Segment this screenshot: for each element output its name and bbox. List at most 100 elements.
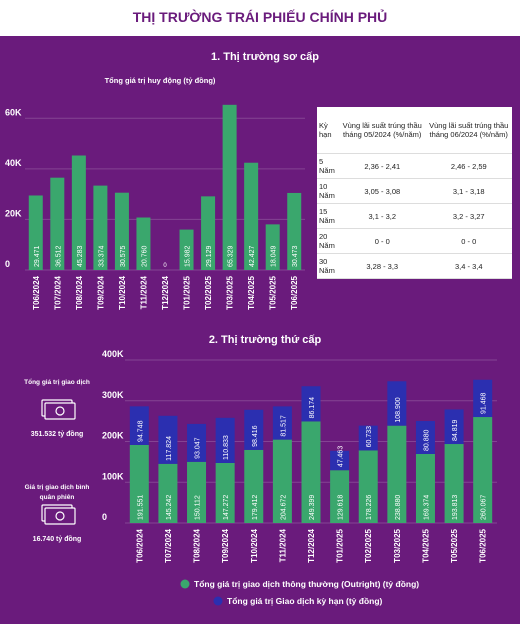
x-tick-label: T11/2024 (139, 275, 148, 309)
value-label: 179.412 (252, 495, 259, 520)
bar-segment (187, 423, 207, 462)
x-tick-label: T10/2024 (250, 528, 259, 562)
x-tick-label: T07/2024 (164, 528, 173, 562)
money-icon (41, 399, 76, 525)
table-cell: 2,36 - 2,41 (339, 153, 426, 179)
x-tick-label: T07/2024 (53, 275, 62, 309)
title-bar (0, 0, 520, 36)
value-label: 86.174 (309, 397, 316, 419)
value-label: 84.819 (452, 420, 459, 442)
value-label: 238.880 (395, 495, 402, 520)
legend-label: Tổng giá trị Giao dịch kỳ hạn (tỷ đồng) (227, 596, 383, 606)
x-tick-label: T05/2025 (269, 275, 278, 309)
section-title: 2. Thị trường thứ cấp (209, 334, 322, 346)
table-cell: 20 Năm (317, 228, 339, 254)
value-label: 108.900 (395, 397, 402, 422)
x-tick-label: T01/2025 (183, 275, 192, 309)
x-tick-label: T12/2024 (161, 275, 170, 309)
y-tick-label: 60K (5, 107, 22, 117)
value-label: 29.471 (34, 245, 41, 267)
value-label: 81.517 (280, 415, 287, 437)
table-row: 5 Năm 2,36 - 2,41 2,46 - 2,59 (317, 153, 512, 179)
bar (114, 192, 129, 270)
bar (179, 229, 194, 270)
value-label: 94.748 (137, 420, 144, 442)
bar (222, 104, 237, 270)
value-label: 117.824 (166, 436, 173, 461)
y-tick-label: 300K (102, 390, 124, 400)
bar-segment (387, 381, 407, 426)
bar (50, 177, 65, 270)
value-label: 249.399 (309, 495, 316, 520)
bar-segment (158, 415, 178, 464)
x-tick-label: T06/2025 (290, 275, 299, 309)
table-cell: Kỳ hạn (317, 107, 339, 154)
table-cell: 3,1 - 3,18 (425, 178, 512, 204)
bar-segment (330, 450, 350, 471)
value-label: 80.880 (423, 429, 430, 451)
y-tick-label: 400K (102, 349, 124, 359)
x-tick-label: T03/2025 (393, 528, 402, 562)
table-row: Kỳ hạn Vùng lãi suất trúng thầu tháng 05/… (317, 107, 512, 154)
value-label: 20.760 (141, 245, 148, 267)
x-tick-label: T08/2024 (193, 528, 202, 562)
legend-label: Tổng giá trị giao dịch thông thường (Out… (194, 579, 419, 589)
table-cell: 3,05 - 3,08 (339, 178, 426, 204)
value-label: 36.512 (55, 245, 62, 267)
y-tick-label: 200K (102, 431, 124, 441)
table-cell: 3,1 - 3,2 (339, 203, 426, 229)
value-label: 145.242 (166, 495, 173, 520)
bar-segment (444, 444, 464, 523)
table-cell: 3,2 - 3,27 (425, 203, 512, 229)
page-title: THỊ TRƯỜNG TRÁI PHIẾU CHÍNH PHỦ (133, 8, 388, 25)
table-cell: 3,28 - 3,3 (339, 253, 426, 279)
bar-segment (244, 409, 264, 450)
bar-segment (215, 417, 235, 463)
bar-segment (215, 462, 235, 523)
value-label: 0 (163, 263, 167, 269)
x-tick-label: T06/2024 (32, 275, 41, 309)
value-label: 65.329 (228, 245, 235, 267)
chart-subtitle: Tổng giá trị huy động (tỷ đồng) (105, 76, 216, 85)
x-tick-label: T12/2024 (307, 528, 316, 562)
bar-segment (158, 463, 178, 523)
x-tick-label: T08/2024 (75, 275, 84, 309)
bar-segment (244, 449, 264, 523)
bar-segment (358, 425, 378, 451)
value-label: 110.833 (223, 435, 230, 460)
value-label: 60.733 (366, 426, 373, 448)
bar-segment (473, 417, 493, 523)
value-label: 42.427 (249, 245, 256, 267)
bar-segment (358, 450, 378, 523)
value-label: 30.473 (292, 245, 299, 267)
value-label: 15.982 (185, 245, 192, 267)
table-cell: Vùng lãi suất trúng thầu tháng 06/2024 (… (425, 107, 512, 154)
table-cell: 2,46 - 2,59 (425, 153, 512, 179)
table-cell: 0 - 0 (339, 228, 426, 254)
bar-segment (272, 439, 292, 523)
legend-marker (180, 579, 190, 589)
bar-segment (387, 425, 407, 523)
value-label: 18.049 (271, 245, 278, 267)
bar-segment (330, 470, 350, 523)
rate-table: Kỳ hạn Vùng lãi suất trúng thầu tháng 05/… (317, 107, 512, 279)
table-row: 10 Năm 3,05 - 3,08 3,1 - 3,18 (317, 178, 512, 204)
value-label: 204.672 (280, 495, 287, 520)
table-cell: 0 - 0 (425, 228, 512, 254)
bar (244, 162, 259, 270)
y-tick-label: 40K (5, 158, 22, 168)
bar-segment (415, 421, 435, 454)
bar-segment (187, 461, 207, 523)
stat-label: Tổng giá trị giao dịch (24, 379, 90, 386)
bar (287, 192, 302, 270)
x-tick-label: T04/2025 (247, 275, 256, 309)
value-label: 260.067 (481, 495, 488, 520)
table-cell: 10 Năm (317, 178, 339, 204)
value-label: 147.272 (223, 495, 230, 520)
x-tick-label: T01/2025 (336, 528, 345, 562)
x-tick-label: T06/2024 (135, 528, 144, 562)
x-tick-label: T05/2025 (450, 528, 459, 562)
value-label: 91.468 (481, 393, 488, 415)
bar-segment (301, 386, 321, 422)
